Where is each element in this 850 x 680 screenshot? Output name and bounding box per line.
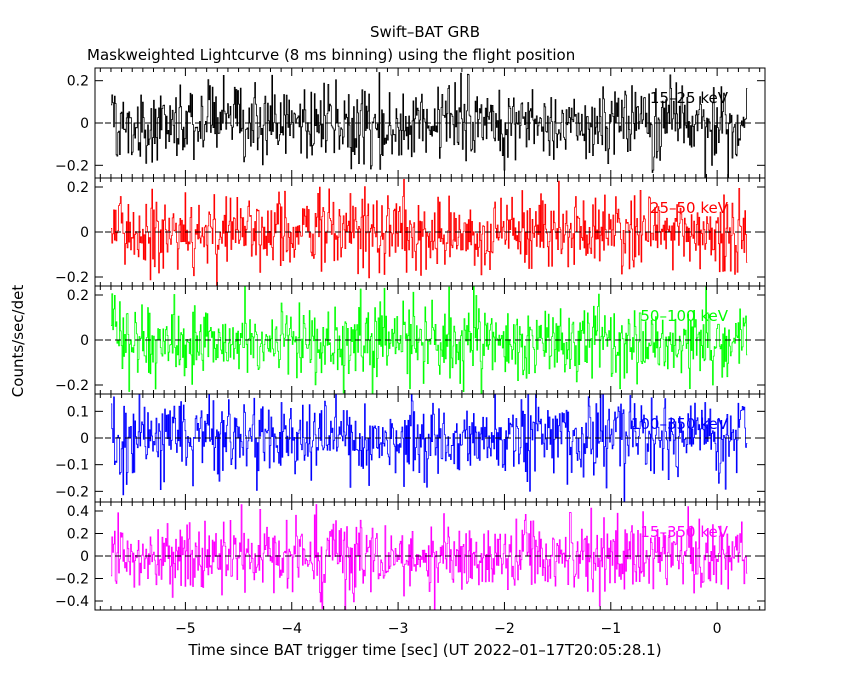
lightcurve-trace	[111, 72, 748, 178]
y-tick-label: 0.2	[67, 527, 89, 543]
x-tick-label: −5	[175, 621, 196, 637]
x-tick-labels: −5 −4 −3 −2 −1 0	[175, 621, 722, 637]
chart-subtitle: Maskweighted Lightcurve (8 ms binning) u…	[87, 46, 575, 64]
lightcurve-trace	[111, 394, 748, 502]
energy-band-label: 25–50 keV	[650, 199, 729, 217]
y-tick-label: −0.1	[55, 458, 89, 474]
y-tick-label: 0	[80, 333, 89, 349]
y-tick-label: −0.2	[55, 158, 89, 174]
panel-stack: −0.2 0 0.2 15–25 keV −0.2 0 0.2 25–50 keV −0.2 0 0…	[55, 67, 766, 611]
x-axis-label: Time since BAT trigger time [sec] (UT 20…	[187, 641, 661, 659]
energy-band-label: 50–100 keV	[640, 307, 728, 325]
lightcurve-trace	[111, 179, 748, 286]
panel-1: −0.2 0 0.2 15–25 keV	[55, 67, 766, 179]
y-axis-label: Counts/sec/det	[9, 285, 27, 398]
energy-band-label: 15–350 keV	[640, 523, 728, 541]
panel-3: −0.2 0 0.2 50–100 keV	[55, 285, 766, 395]
y-tick-label: −0.4	[55, 594, 89, 610]
y-tick-label: 0	[80, 116, 89, 132]
y-tick-label: 0	[80, 431, 89, 447]
chart-title: Swift–BAT GRB	[370, 23, 480, 41]
x-tick-label: −4	[281, 621, 302, 637]
x-tick-label: −2	[494, 621, 515, 637]
y-tick-label: 0.2	[67, 74, 89, 90]
x-tick-label: −1	[600, 621, 621, 637]
y-tick-label: 0.2	[67, 180, 89, 196]
y-tick-label: 0.4	[67, 504, 89, 520]
panel-4: −0.2 −0.1 0 0.1 100–350 keV	[55, 393, 766, 503]
y-tick-label: −0.2	[55, 572, 89, 588]
y-tick-label: −0.2	[55, 378, 89, 394]
lightcurve-trace	[111, 286, 748, 394]
energy-band-label: 15–25 keV	[650, 89, 729, 107]
y-tick-label: 0.2	[67, 288, 89, 304]
y-tick-label: −0.2	[55, 484, 89, 500]
y-tick-label: 0.1	[67, 404, 89, 420]
y-tick-label: 0	[80, 225, 89, 241]
x-tick-label: 0	[713, 621, 722, 637]
energy-band-label: 100–350 keV	[631, 415, 729, 433]
panel-5: −0.4 −0.2 0 0.2 0.4 15–350 keV	[55, 501, 766, 611]
y-tick-label: 0	[80, 549, 89, 565]
x-tick-label: −3	[388, 621, 409, 637]
y-tick-label: −0.2	[55, 270, 89, 286]
panel-2: −0.2 0 0.2 25–50 keV	[55, 177, 766, 287]
